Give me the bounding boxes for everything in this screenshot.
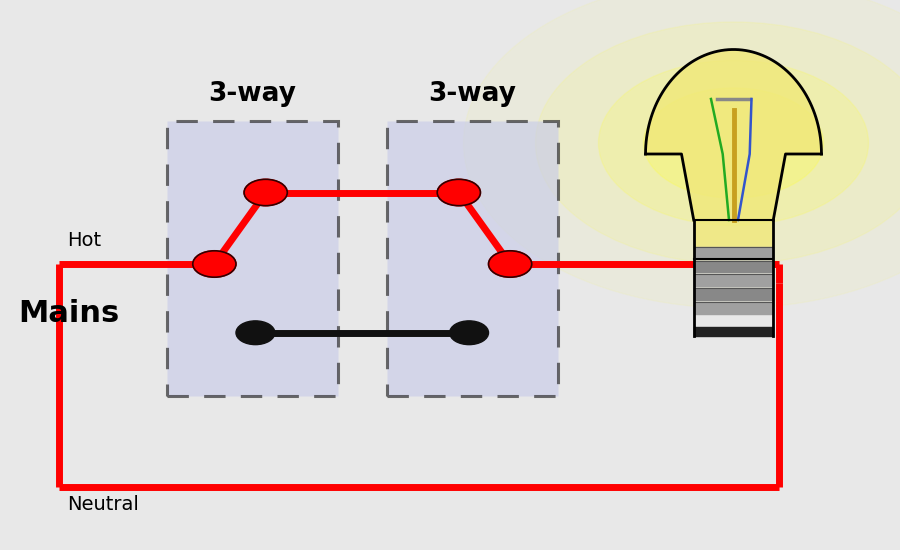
Ellipse shape (598, 60, 868, 226)
Text: Mains: Mains (18, 299, 119, 328)
Text: Hot: Hot (68, 231, 102, 250)
Circle shape (193, 251, 236, 277)
Polygon shape (694, 247, 773, 258)
Polygon shape (694, 288, 773, 300)
Text: 3-way: 3-way (208, 81, 296, 107)
Polygon shape (645, 50, 822, 258)
Polygon shape (694, 261, 773, 272)
Text: 3-way: 3-way (428, 81, 517, 107)
Text: Neutral: Neutral (68, 495, 140, 514)
Circle shape (437, 179, 481, 206)
Polygon shape (694, 274, 773, 286)
Ellipse shape (464, 0, 900, 308)
Ellipse shape (536, 22, 900, 264)
Ellipse shape (644, 88, 824, 198)
Polygon shape (694, 302, 773, 314)
FancyBboxPatch shape (387, 121, 558, 396)
Circle shape (236, 321, 274, 345)
Circle shape (244, 179, 287, 206)
Circle shape (489, 251, 532, 277)
Polygon shape (694, 327, 773, 336)
Circle shape (450, 321, 489, 345)
FancyBboxPatch shape (166, 121, 338, 396)
